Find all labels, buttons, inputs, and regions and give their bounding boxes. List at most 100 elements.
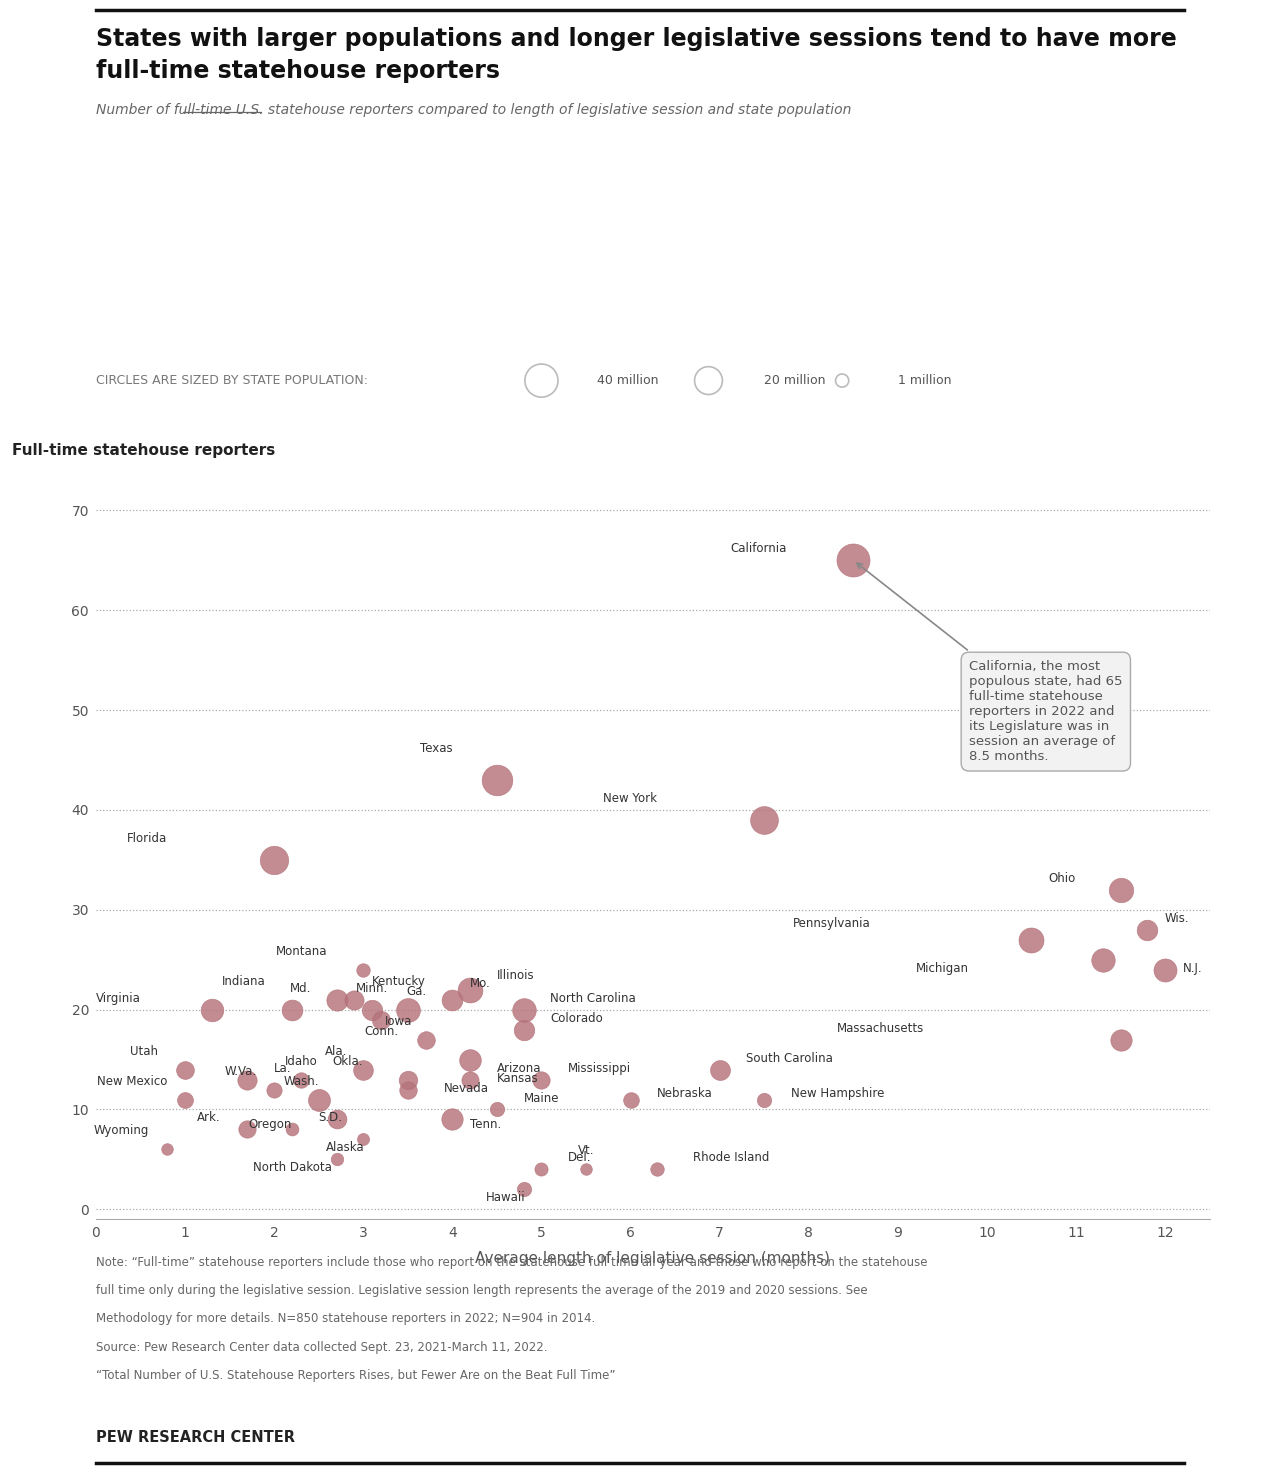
Text: Michigan: Michigan — [916, 962, 969, 974]
Point — [621, 1088, 641, 1111]
Text: Note: “Full-time” statehouse reporters include those who report on the statehous: Note: “Full-time” statehouse reporters i… — [96, 1256, 928, 1270]
Text: Utah: Utah — [131, 1045, 159, 1058]
Point — [291, 1067, 311, 1091]
Text: Methodology for more details. N=850 statehouse reporters in 2022; N=904 in 2014.: Methodology for more details. N=850 stat… — [96, 1312, 595, 1326]
Text: Kansas: Kansas — [497, 1072, 539, 1085]
Point — [460, 1067, 480, 1091]
Text: Oregon: Oregon — [248, 1119, 292, 1132]
Point — [175, 1088, 196, 1111]
Point — [1092, 947, 1112, 971]
Point — [326, 987, 347, 1011]
Text: Hawaii: Hawaii — [486, 1191, 526, 1205]
Text: Rhode Island: Rhode Island — [692, 1151, 769, 1165]
Text: Mississippi: Mississippi — [568, 1061, 631, 1075]
Point — [308, 1088, 329, 1111]
Text: Texas: Texas — [420, 742, 452, 755]
Text: 20 million: 20 million — [764, 374, 826, 387]
Point — [282, 998, 302, 1021]
Text: South Carolina: South Carolina — [746, 1051, 833, 1064]
Point — [353, 958, 374, 981]
Text: full-time statehouse reporters: full-time statehouse reporters — [96, 59, 500, 83]
Text: Source: Pew Research Center data collected Sept. 23, 2021-March 11, 2022.: Source: Pew Research Center data collect… — [96, 1341, 548, 1354]
Text: W.Va.: W.Va. — [224, 1064, 256, 1077]
Text: Montana: Montana — [276, 944, 328, 958]
Text: Idaho: Idaho — [284, 1055, 317, 1067]
Text: Vt.: Vt. — [577, 1144, 594, 1157]
Text: Indiana: Indiana — [221, 974, 265, 987]
Text: Del.: Del. — [568, 1151, 591, 1165]
Point — [353, 1058, 374, 1082]
Point — [371, 1008, 392, 1032]
Text: Ohio: Ohio — [1048, 872, 1076, 885]
Point — [513, 1018, 534, 1042]
Point — [237, 1067, 257, 1091]
Point — [844, 548, 864, 572]
Point — [531, 1157, 552, 1181]
Text: Nevada: Nevada — [443, 1082, 489, 1095]
Point — [531, 368, 552, 392]
Point — [282, 1117, 302, 1141]
Text: N.J.: N.J. — [1183, 962, 1202, 974]
Text: Okla.: Okla. — [333, 1055, 364, 1067]
Text: Wash.: Wash. — [283, 1075, 319, 1088]
Text: Colorado: Colorado — [550, 1011, 603, 1024]
Text: Illinois: Illinois — [497, 968, 535, 981]
Point — [442, 987, 462, 1011]
Text: Iowa: Iowa — [385, 1014, 412, 1027]
Text: Mo.: Mo. — [470, 977, 492, 990]
X-axis label: Average length of legislative session (months): Average length of legislative session (m… — [475, 1252, 831, 1267]
Point — [442, 1107, 462, 1131]
Text: Virginia: Virginia — [96, 992, 141, 1005]
Text: Ark.: Ark. — [197, 1111, 220, 1125]
Text: “Total Number of U.S. Statehouse Reporters Rises, but Fewer Are on the Beat Full: “Total Number of U.S. Statehouse Reporte… — [96, 1369, 616, 1382]
Text: Massachusetts: Massachusetts — [837, 1021, 924, 1035]
Point — [264, 848, 284, 872]
Point — [1137, 918, 1157, 941]
Point — [344, 987, 365, 1011]
Text: Maine: Maine — [524, 1092, 559, 1104]
Point — [1021, 928, 1042, 952]
Point — [486, 1098, 507, 1122]
Text: Minn.: Minn. — [356, 981, 388, 995]
Point — [398, 1077, 419, 1101]
Text: States with larger populations and longer legislative sessions tend to have more: States with larger populations and longe… — [96, 27, 1176, 50]
Point — [175, 1058, 196, 1082]
Text: 1 million: 1 million — [897, 374, 951, 387]
Text: Conn.: Conn. — [364, 1024, 398, 1038]
Point — [576, 1157, 596, 1181]
Text: New Hampshire: New Hampshire — [791, 1086, 884, 1100]
Text: New York: New York — [603, 792, 657, 806]
Text: California, the most
populous state, had 65
full-time statehouse
reporters in 20: California, the most populous state, had… — [856, 563, 1123, 763]
Text: Alaska: Alaska — [326, 1141, 365, 1154]
Point — [201, 998, 221, 1021]
Point — [754, 1088, 774, 1111]
Text: North Carolina: North Carolina — [550, 992, 636, 1005]
Point — [709, 1058, 730, 1082]
Point — [513, 998, 534, 1021]
Text: Number of full-time U.S. statehouse reporters compared to length of legislative : Number of full-time U.S. statehouse repo… — [96, 103, 851, 117]
Text: Tenn.: Tenn. — [470, 1119, 502, 1132]
Point — [157, 1138, 178, 1162]
Text: New Mexico: New Mexico — [97, 1075, 168, 1088]
Text: Pennsylvania: Pennsylvania — [794, 916, 872, 930]
Point — [398, 998, 419, 1021]
Point — [362, 998, 383, 1021]
Text: Kentucky: Kentucky — [372, 974, 426, 987]
Point — [326, 1107, 347, 1131]
Text: 40 million: 40 million — [596, 374, 659, 387]
Text: Ga.: Ga. — [407, 984, 426, 998]
Point — [486, 769, 507, 792]
Point — [531, 1067, 552, 1091]
Text: North Dakota: North Dakota — [252, 1162, 332, 1175]
Point — [416, 1027, 436, 1051]
Text: Florida: Florida — [127, 832, 168, 845]
Point — [513, 1178, 534, 1202]
Point — [699, 368, 719, 392]
Text: Arizona: Arizona — [497, 1061, 541, 1075]
Point — [398, 1067, 419, 1091]
Point — [1155, 958, 1175, 981]
Point — [353, 1128, 374, 1151]
Point — [460, 1048, 480, 1072]
Text: Wis.: Wis. — [1165, 912, 1189, 925]
Text: Wyoming: Wyoming — [93, 1125, 150, 1138]
